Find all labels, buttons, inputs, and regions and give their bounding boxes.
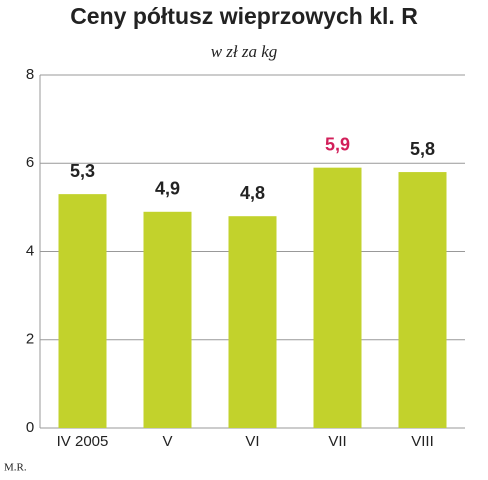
y-tick-label: 2 [26, 331, 34, 348]
y-tick-label: 4 [26, 242, 34, 259]
value-label: 5,9 [325, 134, 350, 154]
value-label: 5,3 [70, 161, 95, 181]
x-tick-label: IV 2005 [57, 433, 109, 450]
value-label: 5,8 [410, 139, 435, 159]
chart-title: Ceny półtusz wieprzowych kl. R [70, 3, 418, 29]
x-tick-label: VII [328, 433, 346, 450]
x-tick-label: VI [245, 433, 259, 450]
bar [228, 216, 277, 428]
bar [58, 194, 107, 428]
value-label: 4,9 [155, 179, 180, 199]
x-tick-label: V [162, 433, 172, 450]
y-tick-label: 0 [26, 419, 34, 436]
x-tick-label: VIII [411, 433, 434, 450]
bar [143, 211, 192, 428]
value-label: 4,8 [240, 183, 265, 203]
bar [313, 167, 362, 428]
y-tick-label: 8 [26, 66, 34, 83]
chart-subtitle: w zł za kg [211, 42, 278, 61]
credit: M.R. [4, 462, 27, 474]
y-tick-label: 6 [26, 154, 34, 171]
bar [398, 172, 447, 428]
